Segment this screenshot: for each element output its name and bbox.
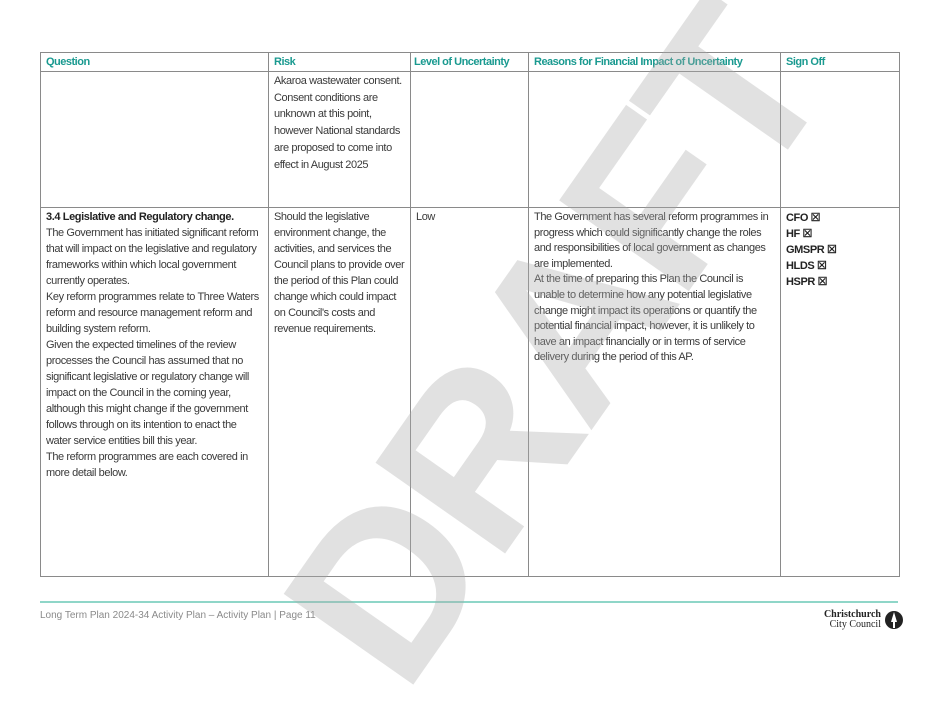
- header-signoff: Sign Off: [780, 52, 900, 72]
- signoff-cfo[interactable]: CFO ☒: [786, 212, 821, 224]
- logo-line2: City Council: [829, 619, 881, 630]
- risk-cell: Akaroa wastewater consent. Consent condi…: [268, 71, 411, 208]
- table-row: Akaroa wastewater consent. Consent condi…: [40, 71, 900, 208]
- signoff-hlds[interactable]: HLDS ☒: [786, 260, 827, 272]
- question-paragraph: Given the expected timelines of the revi…: [46, 339, 249, 447]
- footer-rule: [40, 601, 898, 603]
- reasons-cell: [528, 71, 781, 208]
- reasons-paragraph: At the time of preparing this Plan the C…: [534, 273, 757, 364]
- question-cell: 3.4 Legislative and Regulatory change. T…: [40, 207, 269, 577]
- question-paragraph: The Government has initiated significant…: [46, 227, 259, 287]
- risk-cell: Should the legislative environment chang…: [268, 207, 411, 577]
- signoff-cell: CFO ☒ HF ☒ GMSPR ☒ HLDS ☒ HSPR ☒: [780, 207, 900, 577]
- cathedral-logo-icon: [885, 611, 903, 629]
- reasons-paragraph: The Government has several reform progra…: [534, 211, 769, 270]
- uncertainty-cell: [410, 71, 529, 208]
- header-reasons: Reasons for Financial Impact of Uncertai…: [528, 52, 781, 72]
- risk-table: Question Risk Level of Uncertainty Reaso…: [40, 52, 900, 577]
- signoff-hspr[interactable]: HSPR ☒: [786, 276, 828, 288]
- header-question: Question: [40, 52, 269, 72]
- signoff-cell: [780, 71, 900, 208]
- signoff-gmspr[interactable]: GMSPR ☒: [786, 244, 837, 256]
- logo-line1: Christchurch: [823, 609, 881, 620]
- header-risk: Risk: [268, 52, 411, 72]
- footer-text: Long Term Plan 2024-34 Activity Plan – A…: [40, 610, 316, 621]
- table-header-row: Question Risk Level of Uncertainty Reaso…: [40, 52, 900, 72]
- signoff-hf[interactable]: HF ☒: [786, 228, 812, 240]
- question-paragraph: Key reform programmes relate to Three Wa…: [46, 291, 259, 335]
- uncertainty-cell: Low: [410, 207, 529, 577]
- header-uncertainty: Level of Uncertainty: [410, 52, 529, 72]
- reasons-cell: The Government has several reform progra…: [528, 207, 781, 577]
- question-cell: [40, 71, 269, 208]
- council-logo: Christchurch City Council: [824, 610, 904, 630]
- table-row: 3.4 Legislative and Regulatory change. T…: [40, 207, 900, 577]
- document-page: Question Risk Level of Uncertainty Reaso…: [40, 0, 904, 725]
- question-paragraph: The reform programmes are each covered i…: [46, 451, 248, 479]
- question-title: 3.4 Legislative and Regulatory change.: [46, 211, 234, 223]
